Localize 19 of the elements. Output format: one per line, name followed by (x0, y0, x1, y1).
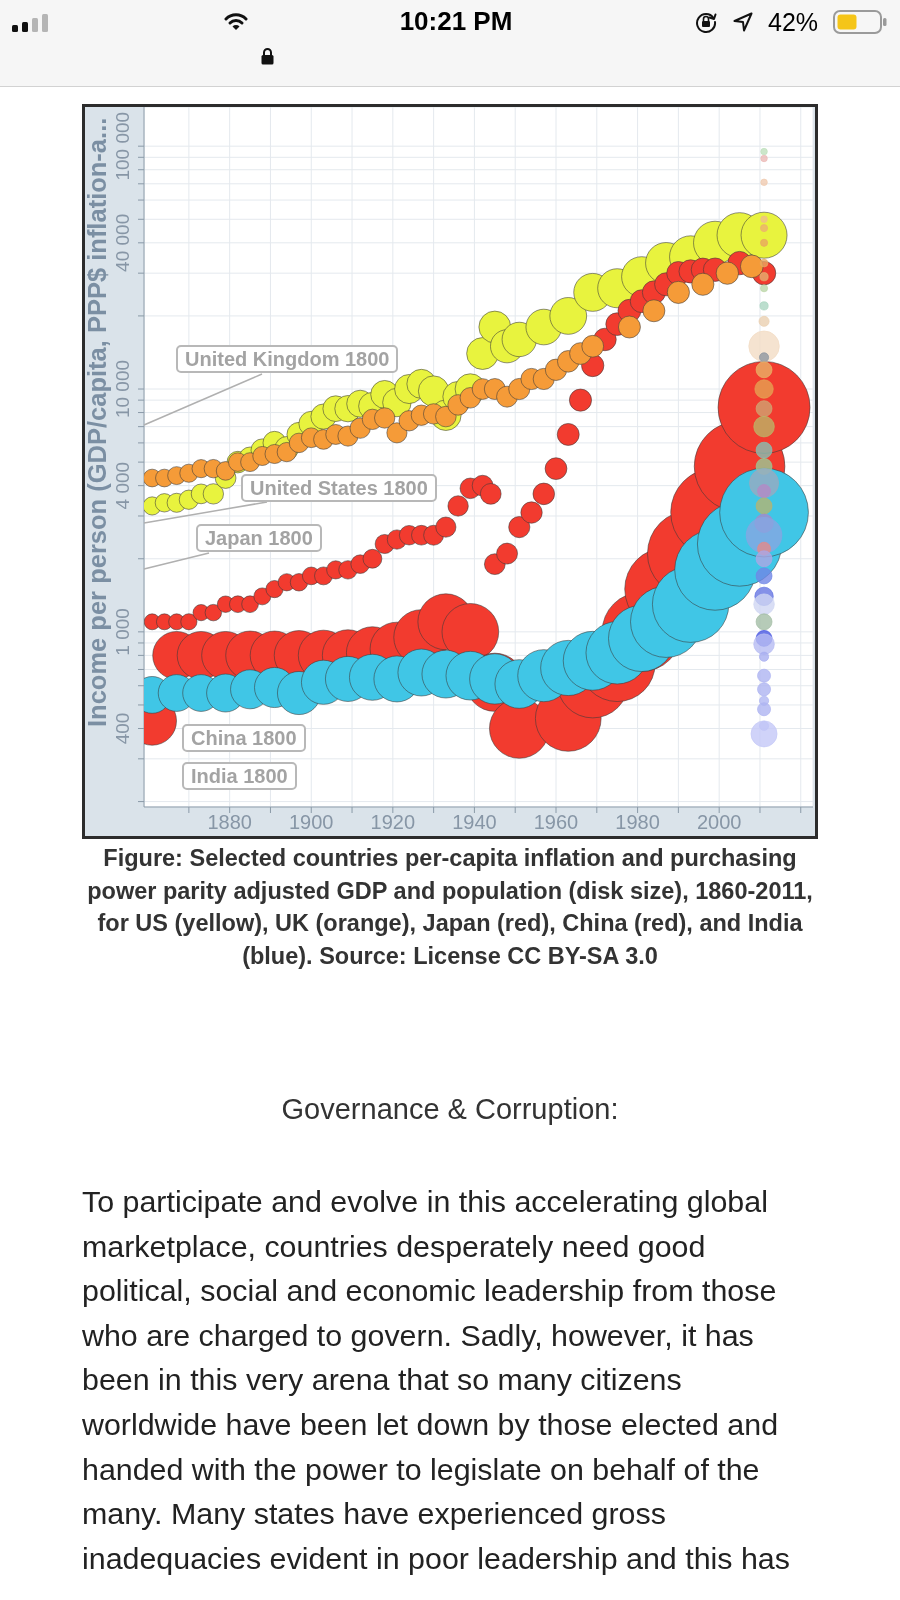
x-tick-label: 1920 (370, 811, 416, 833)
text: 10:21 PM (399, 6, 513, 37)
x-tick-label: 1900 (289, 811, 334, 833)
y-tick-label: 40 000 (112, 213, 134, 272)
text: 42% (768, 7, 819, 37)
y-tick-label: 400 (112, 712, 134, 745)
text: To participate and evolve in this accelerating global marketplace, countries desperately need good political, social and economic leadership from those who are charged to govern. Sadly, however, it has been in this very arena that so many citizens worldwide have been let down by those elected and handed with the power to legislate on behalf of the many. Many states have experienced gross inadequacies evident in poor leadership and this has (82, 1184, 790, 1575)
y-tick-label: 10 000 (112, 359, 134, 419)
x-tick-label: 2000 (696, 811, 742, 833)
y-tick-label: 100 000 (112, 111, 134, 181)
x-tick-label: 1880 (207, 811, 252, 833)
x-tick-label: 1940 (452, 811, 497, 833)
text: Governance & Corruption: (281, 1092, 619, 1127)
y-tick-label: 4 000 (112, 461, 134, 510)
y-axis-title: Income per person (GDP/capita, PPP$ inflation-a... (83, 117, 111, 727)
y-tick-label: 1 000 (112, 608, 134, 656)
x-tick-label: 1980 (615, 811, 660, 833)
x-tick-label: 1960 (533, 811, 579, 833)
text: Figure: Selected countries per-capita inflation and purchasing power parity adjusted GDP and population (disk size), 1860-2011, for US (yellow), UK (orange), Japan (red), China (red), and India (blue). Source: License CC BY-SA 3.0 (86, 844, 814, 972)
